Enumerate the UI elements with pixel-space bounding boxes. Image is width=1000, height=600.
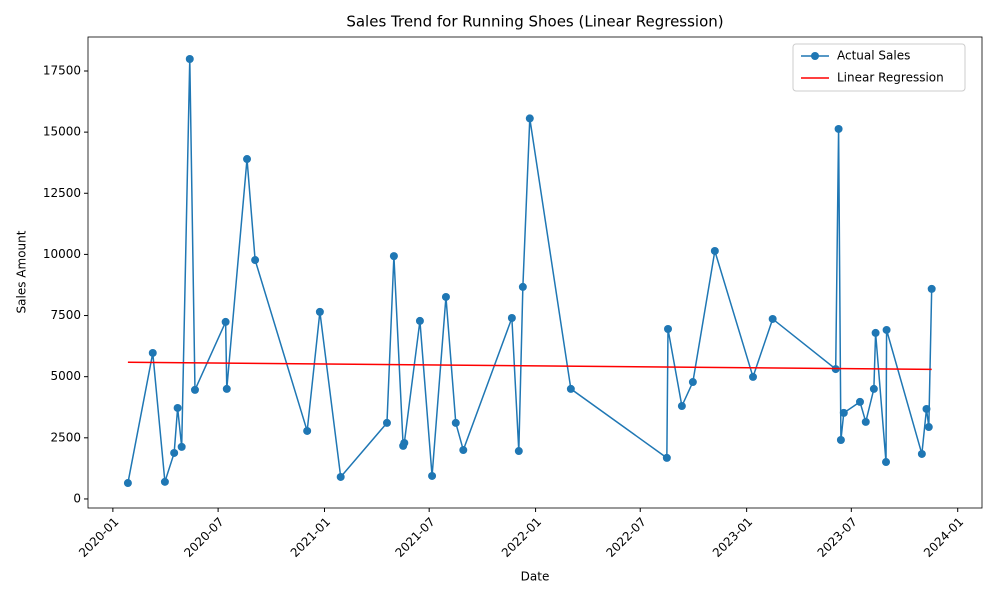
point [177, 442, 186, 451]
point [514, 447, 523, 456]
point [160, 477, 169, 486]
point [855, 397, 864, 406]
series-line [127, 361, 932, 371]
point [451, 418, 460, 427]
point [303, 426, 312, 435]
point [664, 324, 673, 333]
legend-label: Linear Regression [837, 71, 944, 85]
point [518, 282, 527, 291]
y-tick-label: 5000 [50, 369, 81, 383]
point [315, 307, 324, 316]
point [459, 446, 468, 455]
point [148, 348, 157, 357]
point [222, 384, 231, 393]
point [251, 256, 260, 265]
point [382, 418, 391, 427]
point [869, 384, 878, 393]
point [922, 404, 931, 413]
x-axis-label: Date [521, 570, 550, 584]
point [185, 55, 194, 64]
point [441, 292, 450, 301]
point [428, 471, 437, 480]
point [170, 448, 179, 457]
point [173, 403, 182, 412]
y-tick-label: 15000 [43, 125, 81, 139]
point [882, 458, 891, 467]
y-tick-label: 7500 [50, 308, 81, 322]
point [400, 438, 409, 447]
point [662, 453, 671, 462]
point [882, 325, 891, 334]
y-tick-label: 12500 [43, 186, 81, 200]
point [336, 472, 345, 481]
y-tick-label: 2500 [50, 430, 81, 444]
point [924, 423, 933, 432]
plot-frame [87, 36, 983, 509]
point [871, 328, 880, 337]
y-axis-label: Sales Amount [15, 230, 29, 313]
point [221, 317, 230, 326]
point [861, 417, 870, 426]
chart-title: Sales Trend for Running Shoes (Linear Re… [346, 13, 723, 31]
point [677, 402, 686, 411]
y-tick-label: 17500 [43, 63, 81, 77]
point [507, 313, 516, 322]
point [566, 384, 575, 393]
point [836, 436, 845, 445]
point [123, 479, 132, 488]
point [243, 155, 252, 164]
y-tick-label: 10000 [43, 247, 81, 261]
y-tick-label: 0 [73, 491, 81, 505]
point [927, 284, 936, 293]
point [415, 316, 424, 325]
point [839, 408, 848, 417]
point [917, 449, 926, 458]
legend-label: Actual Sales [837, 49, 910, 63]
point [688, 378, 697, 387]
point [834, 124, 843, 133]
legend-marker [811, 52, 819, 60]
point [525, 114, 534, 123]
legend-box [792, 43, 966, 92]
point [749, 372, 758, 381]
point [768, 314, 777, 323]
point [710, 246, 719, 255]
point [389, 252, 398, 261]
point [190, 385, 199, 394]
